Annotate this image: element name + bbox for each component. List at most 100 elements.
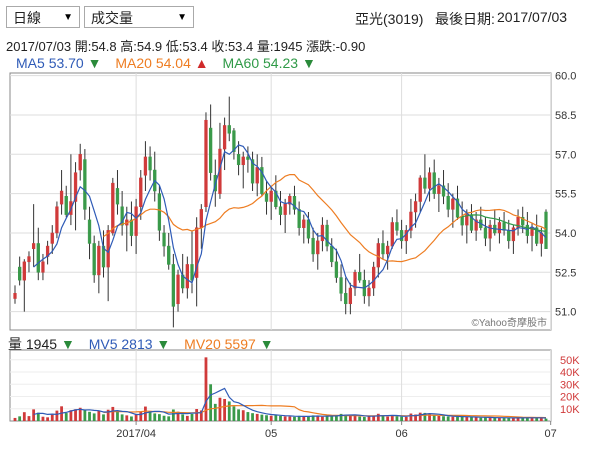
- candle-body: [50, 232, 54, 244]
- volume-bar: [130, 416, 133, 421]
- volume-bar: [465, 416, 469, 421]
- volume-bar: [185, 415, 189, 421]
- candle-body: [311, 237, 315, 255]
- candle-body: [115, 188, 120, 205]
- mv5-line: [33, 387, 547, 419]
- candle-body: [325, 224, 329, 247]
- mv20-value: 5597: [224, 336, 256, 352]
- candle-body: [437, 185, 441, 194]
- volume-bar: [544, 418, 548, 421]
- candle-body: [339, 277, 343, 294]
- period-select[interactable]: 日線 ▼: [6, 6, 80, 28]
- candle-body: [36, 243, 40, 273]
- candle-body: [274, 190, 278, 207]
- candle-body: [409, 211, 413, 231]
- vol-label: 量 1945 ▼: [8, 336, 75, 352]
- candle-body: [497, 222, 502, 234]
- volume-bar: [92, 413, 96, 421]
- candle-body: [73, 172, 78, 202]
- volume-bar: [381, 415, 385, 421]
- candle-body: [455, 198, 460, 218]
- price-tick-label: 57.0: [555, 149, 576, 161]
- volume-bar: [251, 413, 254, 421]
- candle-body: [83, 159, 87, 210]
- volume-bar: [311, 415, 315, 421]
- volume-bar: [372, 415, 376, 421]
- volume-bar: [41, 416, 45, 421]
- volume-bar: [227, 401, 231, 421]
- volume-bar: [32, 409, 36, 421]
- candle-body: [483, 227, 488, 239]
- price-tick-label: 52.5: [555, 267, 576, 279]
- quote-row: 2017/07/03 開:54.8 高:54.9 低:53.4 收:53.4 量…: [6, 36, 365, 55]
- volume-bar: [442, 416, 445, 421]
- candle-body: [157, 193, 162, 231]
- volume-bar: [22, 412, 26, 421]
- volume-bar: [204, 357, 208, 421]
- volume-bar: [525, 417, 529, 421]
- volume-bar: [111, 406, 115, 421]
- volume-bar: [409, 413, 413, 421]
- ma5-line: [33, 144, 547, 289]
- volume-bar: [498, 417, 501, 421]
- volume-bar: [167, 416, 171, 421]
- candle-body: [278, 206, 283, 215]
- volume-bar: [330, 415, 334, 421]
- candle-body: [427, 172, 432, 189]
- volume-bar: [223, 398, 227, 421]
- candle-body: [199, 209, 203, 228]
- candle-body: [372, 266, 376, 289]
- price-tick-label: 51.0: [555, 307, 576, 319]
- volume-bar: [400, 416, 404, 421]
- volume-bar: [446, 416, 450, 421]
- volume-bar: [507, 417, 511, 421]
- volume-bar: [88, 411, 91, 421]
- candle-body: [176, 274, 180, 305]
- volume-bar: [539, 418, 543, 421]
- volume-bar: [69, 410, 73, 421]
- volume-bar: [176, 411, 180, 421]
- volume-tick-label: 30K: [560, 379, 580, 391]
- volume-bar: [302, 416, 306, 421]
- volume-bar: [283, 416, 287, 421]
- candle-body: [385, 245, 390, 255]
- candle-body: [302, 219, 306, 228]
- candle-body: [78, 154, 82, 171]
- volume-bar: [325, 416, 329, 421]
- volume-bar: [423, 412, 427, 421]
- candle-body: [334, 261, 339, 278]
- volume-bar: [78, 407, 82, 421]
- candle-body: [139, 177, 143, 207]
- ma60-label: MA60 54.23 ▼: [222, 55, 316, 71]
- volume-bar: [530, 417, 534, 421]
- quote-date: 2017/07/03: [6, 39, 72, 54]
- candle-body: [465, 214, 469, 226]
- volume-bar: [260, 414, 264, 421]
- volume-bar: [125, 415, 129, 421]
- volume-bar: [511, 417, 515, 421]
- ma5-dir-icon: ▼: [87, 55, 102, 71]
- ma60-value: 54.23: [263, 55, 299, 71]
- volume-bar: [74, 409, 77, 421]
- candle-body: [418, 177, 422, 202]
- candle-body: [13, 293, 17, 299]
- volume-bar: [27, 416, 31, 421]
- quote-change: 漲跌:-0.90: [306, 39, 366, 54]
- candle-body: [288, 196, 292, 205]
- volume-bar: [18, 416, 22, 421]
- candle-body: [87, 219, 92, 244]
- volume-bar: [432, 415, 436, 421]
- volume-bar: [190, 413, 194, 421]
- ma60-line: [462, 214, 547, 233]
- candle-body: [264, 193, 269, 202]
- indicator-select-value: 成交量: [91, 10, 133, 26]
- volume-bar: [418, 412, 422, 421]
- candle-body: [22, 261, 26, 281]
- candle-body: [525, 224, 530, 236]
- candle-body: [232, 130, 236, 152]
- volume-bar: [232, 406, 236, 421]
- candle-body: [236, 154, 241, 166]
- indicator-select[interactable]: 成交量 ▼: [84, 6, 194, 28]
- volume-bar: [339, 413, 343, 421]
- volume-bar: [120, 414, 124, 421]
